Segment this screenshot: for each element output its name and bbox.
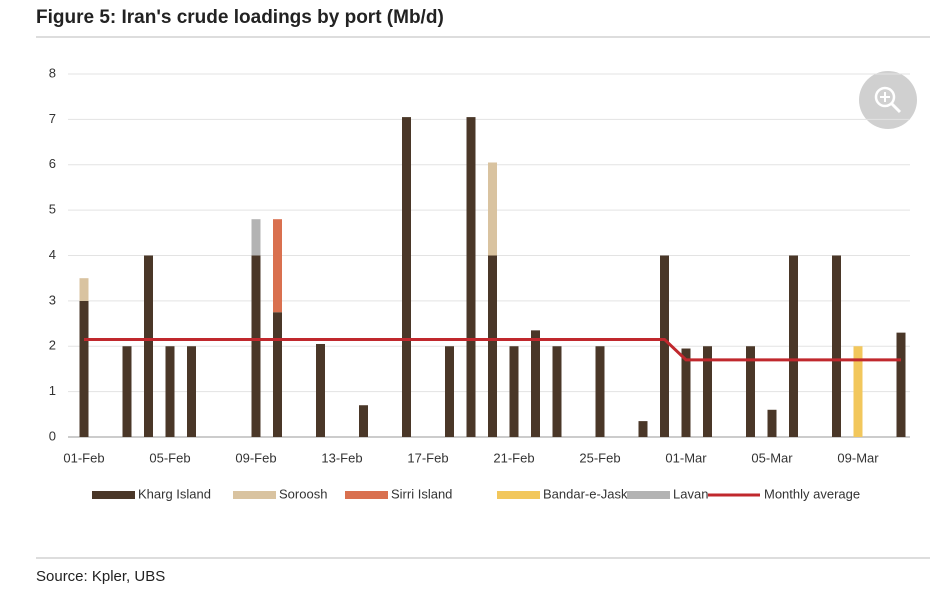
bar-segment — [853, 346, 863, 437]
bar-segment — [681, 348, 691, 437]
legend-label: Soroosh — [279, 486, 327, 501]
bar-segment — [316, 343, 325, 437]
bar-segment — [896, 332, 906, 437]
y-tick-label: 1 — [49, 383, 56, 398]
bar-segment — [789, 255, 798, 437]
bar-segment — [273, 312, 282, 437]
zoom-handle — [890, 102, 902, 114]
y-tick-label: 0 — [49, 428, 56, 443]
legend-swatch — [345, 491, 388, 499]
bar-segment — [703, 346, 712, 437]
bar-segment — [402, 117, 411, 437]
y-tick-label: 6 — [49, 156, 56, 171]
legend-label: Sirri Island — [391, 486, 452, 501]
bar-segment — [638, 421, 648, 437]
y-tick-label: 7 — [49, 111, 56, 126]
bar-segment — [832, 255, 841, 437]
bar-segment — [660, 255, 669, 437]
y-tick-label: 4 — [49, 247, 56, 262]
bar-segment — [79, 278, 89, 301]
legend-swatch — [92, 491, 135, 499]
average-line — [84, 337, 901, 362]
x-tick-label: 05-Mar — [751, 450, 793, 465]
x-tick-label: 25-Feb — [579, 450, 620, 465]
bar-segment — [144, 255, 153, 437]
legend-swatch — [497, 491, 540, 499]
y-tick-label: 3 — [49, 292, 56, 307]
source: Source: Kpler, UBS — [36, 568, 165, 585]
y-tick-label: 8 — [49, 65, 56, 80]
bar-segment — [767, 409, 777, 437]
legend-swatch — [627, 491, 670, 499]
x-tick-label: 09-Feb — [235, 450, 276, 465]
zoom-circle[interactable] — [859, 71, 917, 129]
x-tick-label: 17-Feb — [407, 450, 448, 465]
legend-label: Kharg Island — [138, 486, 211, 501]
bar-segment — [187, 346, 196, 437]
bar-segment — [122, 346, 132, 437]
zoom-button[interactable] — [859, 71, 917, 129]
bar-segment — [165, 346, 175, 437]
bar-segment — [466, 117, 476, 437]
x-tick-label: 21-Feb — [493, 450, 534, 465]
legend-label: Bandar-e-Jask — [543, 486, 628, 501]
bar-segment — [359, 405, 368, 437]
bar-segment — [746, 346, 755, 437]
bar-segment — [273, 219, 282, 313]
bar-segment — [531, 330, 540, 437]
bar-segment — [488, 162, 497, 256]
chart-title: Figure 5: Iran's crude loadings by port … — [36, 7, 444, 28]
y-tick-label: 2 — [49, 338, 56, 353]
x-tick-label: 13-Feb — [321, 450, 362, 465]
x-tick-label: 05-Feb — [149, 450, 190, 465]
bar-segment — [79, 300, 89, 437]
x-tick-label: 01-Feb — [63, 450, 104, 465]
x-tick-label: 01-Mar — [665, 450, 707, 465]
x-tick-label: 09-Mar — [837, 450, 879, 465]
bar-segment — [488, 255, 497, 437]
bar-segment — [445, 346, 454, 437]
legend-label: Lavan — [673, 486, 708, 501]
bar-segment — [251, 255, 261, 437]
bar-segment — [552, 346, 562, 437]
legend-label: Monthly average — [764, 486, 860, 501]
bar-segment — [509, 346, 519, 437]
y-tick-label: 5 — [49, 202, 56, 217]
zoom-lens — [874, 86, 896, 108]
legend-swatch — [233, 491, 276, 499]
bar-segment — [595, 346, 605, 437]
bar-segment — [251, 219, 261, 256]
